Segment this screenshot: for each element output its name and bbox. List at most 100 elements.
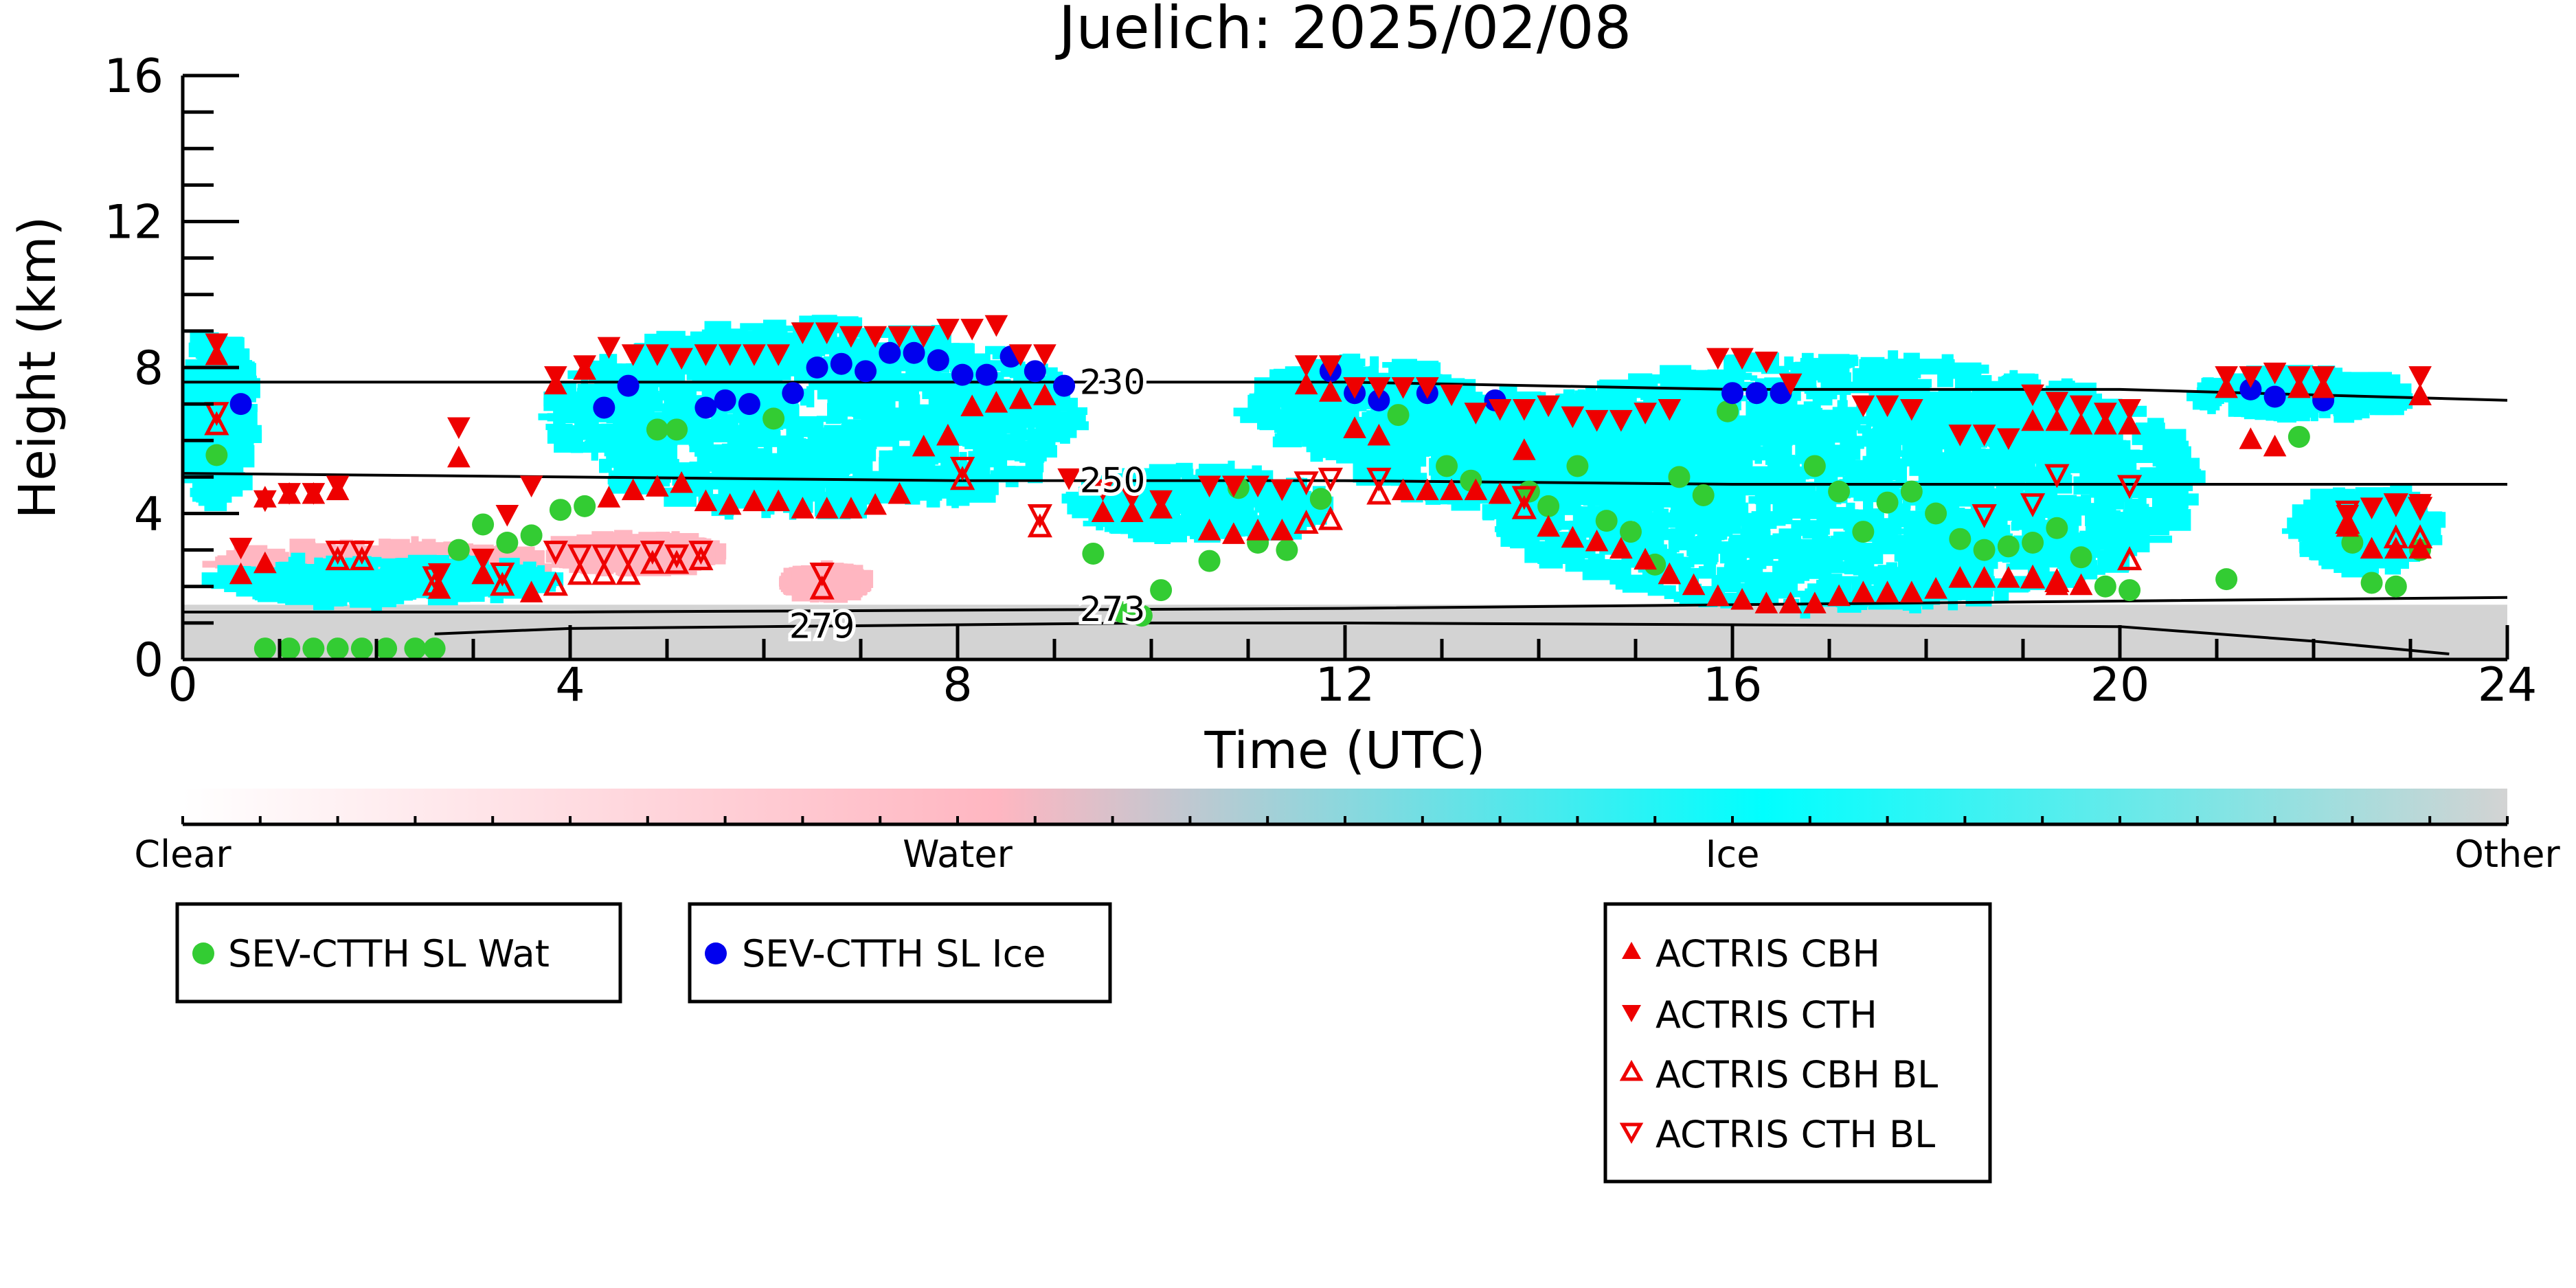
ice-cell (2308, 507, 2323, 522)
ice-cell (863, 330, 872, 337)
water-cell (789, 583, 809, 589)
ice-cell (935, 407, 947, 423)
ice-cell (1609, 470, 1634, 484)
ice-cell (1772, 458, 1794, 467)
ice-cell (1511, 536, 1526, 543)
ice-cell (795, 473, 826, 497)
ice-cell (2185, 470, 2206, 484)
ice-cell (1980, 385, 2002, 401)
ice-cell (1778, 528, 1792, 541)
ice-cell (1724, 441, 1757, 449)
ice-cell (1817, 376, 1838, 383)
ice-cell (1887, 471, 1907, 481)
ice-cell (1285, 425, 1292, 436)
ice-cell (940, 376, 953, 383)
ice-cell (1193, 499, 1203, 517)
ice-cell (1888, 350, 1899, 371)
ice-cell (1862, 500, 1874, 511)
ice-cell (1745, 470, 1752, 477)
ice-cell (1830, 361, 1851, 369)
ice-cell (1550, 433, 1562, 454)
ice-cell (1438, 444, 1458, 452)
ice-cell (1700, 436, 1722, 445)
ice-cell (1542, 552, 1577, 563)
ice-cell (1152, 521, 1164, 539)
ice-cell (589, 415, 605, 422)
ice-cell (1327, 414, 1351, 425)
ice-cell (1761, 365, 1789, 374)
ice-cell (815, 430, 823, 438)
ice-cell (1778, 508, 1793, 525)
ice-cell (703, 368, 730, 387)
ice-cell (734, 358, 762, 379)
ice-cell (675, 438, 708, 445)
ice-cell (808, 450, 816, 461)
ice-cell (851, 356, 861, 363)
ice-cell (198, 479, 231, 488)
ice-cell (1450, 437, 1465, 446)
ice-cell (1585, 387, 1596, 409)
ice-cell (1875, 364, 1884, 377)
ice-cell (1306, 436, 1337, 453)
ice-cell (1990, 403, 2000, 419)
ice-cell (969, 434, 978, 448)
ice-cell (1755, 519, 1768, 534)
ice-cell (183, 419, 196, 429)
ice-cell (1652, 445, 1669, 455)
ice-cell (2077, 484, 2088, 494)
ice-cell (1750, 405, 1765, 423)
ice-cell (2135, 506, 2165, 523)
ice-cell (1382, 423, 1403, 430)
ice-cell (932, 483, 965, 489)
ice-cell (1730, 451, 1743, 462)
ice-cell (1385, 428, 1392, 446)
ice-cell (1770, 412, 1788, 436)
ice-cell (845, 491, 877, 501)
ice-cell (989, 429, 1002, 440)
ice-cell (2170, 492, 2188, 502)
ice-cell (892, 382, 911, 389)
ice-cell (1008, 447, 1040, 456)
ice-cell (2138, 497, 2147, 505)
ice-cell (2331, 372, 2352, 383)
ice-cell (806, 438, 820, 453)
ice-cell (1910, 539, 1919, 549)
ice-cell (558, 394, 569, 417)
ice-cell (2067, 518, 2075, 539)
ice-cell (1050, 436, 1066, 442)
ice-cell (1644, 501, 1659, 511)
ice-cell (1618, 455, 1629, 473)
ice-cell (829, 427, 863, 443)
ice-cell (1520, 457, 1548, 474)
ice-cell (1770, 452, 1784, 460)
ice-cell (740, 323, 765, 331)
ice-cell (982, 425, 1003, 432)
ice-cell (1066, 407, 1088, 416)
ice-cell (763, 441, 773, 461)
ice-cell (2318, 550, 2329, 566)
ice-cell (1922, 522, 1936, 540)
ice-cell (1806, 391, 1838, 400)
ice-cell (1201, 489, 1231, 512)
ice-cell (1795, 491, 1803, 504)
ice-cell (872, 394, 896, 414)
ice-cell (1857, 425, 1872, 434)
ice-cell (236, 442, 246, 455)
ice-cell (1561, 439, 1583, 458)
ice-cell (931, 410, 939, 421)
ice-cell (2207, 394, 2216, 414)
ice-cell (955, 422, 969, 444)
ice-cell (1482, 513, 1495, 521)
ice-cell (1260, 504, 1268, 521)
ice-cell (804, 420, 818, 427)
ice-cell (2046, 489, 2057, 509)
ice-cell (905, 412, 935, 423)
ice-cell (1035, 421, 1070, 439)
ice-cell (1675, 516, 1695, 532)
ice-cell (1736, 418, 1743, 437)
ice-cell (692, 489, 708, 497)
ice-cell (1930, 395, 1939, 418)
ice-cell (1034, 376, 1061, 385)
